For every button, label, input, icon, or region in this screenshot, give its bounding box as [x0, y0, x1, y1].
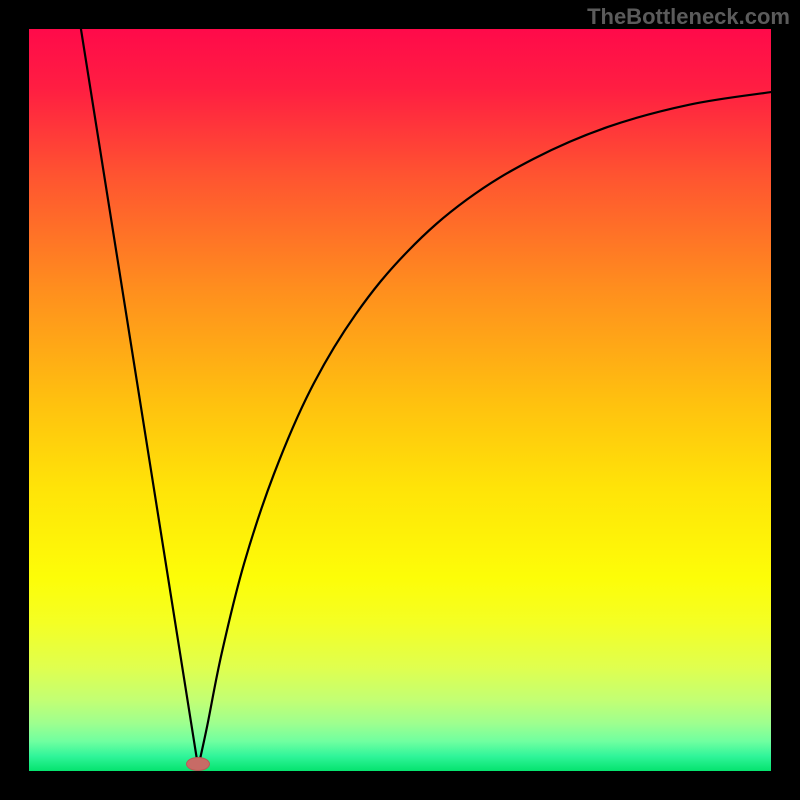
plot-area [29, 29, 771, 771]
minimum-marker [186, 757, 210, 771]
plot-svg [29, 29, 771, 771]
watermark-text: TheBottleneck.com [587, 4, 790, 30]
